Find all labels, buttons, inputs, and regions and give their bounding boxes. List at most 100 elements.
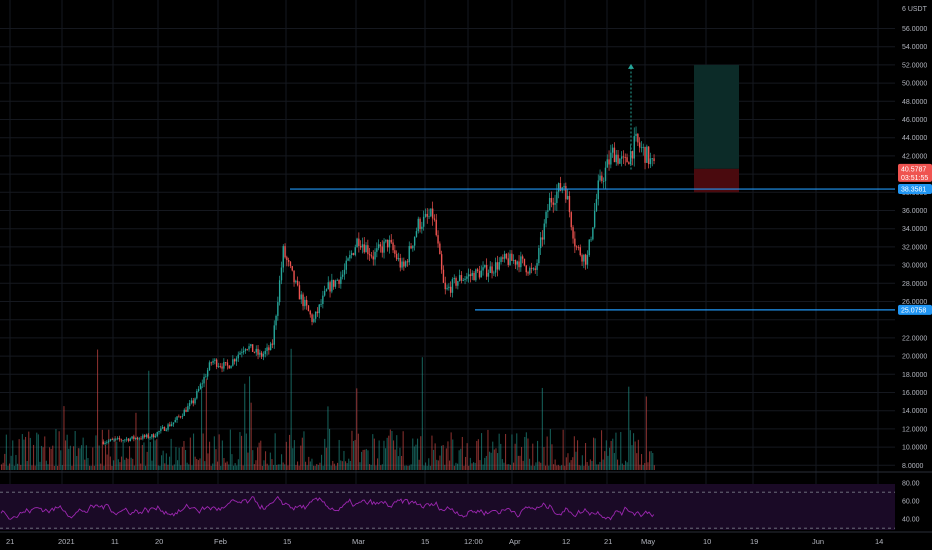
candle-body[interactable] bbox=[390, 239, 392, 243]
candle-body[interactable] bbox=[644, 146, 646, 163]
candle-body[interactable] bbox=[496, 262, 499, 270]
candle-body[interactable] bbox=[476, 269, 479, 272]
candle-body[interactable] bbox=[548, 197, 551, 211]
candle-body[interactable] bbox=[413, 236, 416, 246]
candle-body[interactable] bbox=[278, 280, 281, 303]
candle-body[interactable] bbox=[651, 158, 653, 160]
candle-body[interactable] bbox=[581, 255, 583, 262]
candle-body[interactable] bbox=[613, 147, 616, 163]
candle-body[interactable] bbox=[197, 388, 200, 391]
candle-body[interactable] bbox=[574, 238, 576, 247]
candle-body[interactable] bbox=[147, 434, 149, 438]
candle-body[interactable] bbox=[640, 147, 643, 149]
candle-body[interactable] bbox=[622, 156, 625, 158]
candle-body[interactable] bbox=[111, 439, 113, 441]
candle-body[interactable] bbox=[359, 245, 362, 248]
candle-body[interactable] bbox=[520, 256, 522, 268]
time-axis[interactable]: 21 2021 11 20 Feb 15 Mar 15 12:00 Apr 12 21 May 10 19 J… bbox=[6, 537, 883, 546]
candle-body[interactable] bbox=[374, 251, 376, 260]
candle-body[interactable] bbox=[550, 197, 553, 203]
candle-body[interactable] bbox=[593, 210, 596, 228]
candle-body[interactable] bbox=[185, 409, 187, 412]
candle-body[interactable] bbox=[566, 195, 569, 200]
candle-body[interactable] bbox=[210, 362, 212, 364]
candle-body[interactable] bbox=[154, 436, 157, 438]
candle-body[interactable] bbox=[480, 270, 482, 278]
candle-body[interactable] bbox=[606, 159, 608, 168]
candle-body[interactable] bbox=[646, 146, 648, 163]
candle-body[interactable] bbox=[403, 261, 405, 267]
candle-body[interactable] bbox=[347, 258, 349, 261]
candle-body[interactable] bbox=[161, 427, 164, 429]
stop-zone[interactable] bbox=[694, 168, 739, 193]
candle-body[interactable] bbox=[494, 262, 497, 273]
candle-body[interactable] bbox=[136, 437, 139, 439]
candle-body[interactable] bbox=[350, 253, 353, 256]
candle-body[interactable] bbox=[336, 279, 338, 281]
candle-body[interactable] bbox=[268, 347, 270, 351]
candle-body[interactable] bbox=[498, 262, 500, 270]
candle-body[interactable] bbox=[277, 302, 279, 316]
candle-body[interactable] bbox=[120, 439, 122, 441]
candle-body[interactable] bbox=[408, 246, 410, 263]
candle-body[interactable] bbox=[545, 211, 547, 224]
candle-body[interactable] bbox=[226, 362, 229, 366]
candle-body[interactable] bbox=[426, 213, 428, 217]
candle-body[interactable] bbox=[532, 268, 535, 270]
candle-body[interactable] bbox=[115, 438, 117, 440]
candle-body[interactable] bbox=[251, 344, 254, 352]
candle-body[interactable] bbox=[471, 272, 473, 276]
candle-body[interactable] bbox=[271, 343, 274, 345]
candle-body[interactable] bbox=[457, 281, 459, 286]
candle-body[interactable] bbox=[212, 360, 214, 363]
candle-body[interactable] bbox=[602, 181, 605, 182]
candle-body[interactable] bbox=[239, 352, 241, 355]
candle-body[interactable] bbox=[327, 282, 329, 290]
candle-body[interactable] bbox=[174, 420, 176, 423]
candle-body[interactable] bbox=[512, 259, 515, 261]
candle-body[interactable] bbox=[595, 199, 598, 211]
candle-body[interactable] bbox=[421, 226, 423, 230]
candle-body[interactable] bbox=[570, 212, 572, 228]
candle-body[interactable] bbox=[190, 400, 193, 403]
candle-body[interactable] bbox=[377, 244, 380, 249]
candlesticks[interactable] bbox=[102, 126, 655, 446]
candle-body[interactable] bbox=[395, 253, 398, 260]
candle-body[interactable] bbox=[487, 272, 490, 277]
candle-body[interactable] bbox=[394, 250, 396, 254]
candle-body[interactable] bbox=[262, 353, 265, 357]
candle-body[interactable] bbox=[356, 238, 358, 248]
candle-body[interactable] bbox=[104, 442, 106, 445]
candle-body[interactable] bbox=[529, 267, 531, 274]
candle-body[interactable] bbox=[376, 248, 378, 252]
position-tool[interactable] bbox=[694, 64, 739, 193]
candle-body[interactable] bbox=[107, 440, 110, 443]
candle-body[interactable] bbox=[266, 347, 268, 351]
candle-body[interactable] bbox=[431, 208, 434, 219]
candle-body[interactable] bbox=[156, 432, 158, 437]
candle-body[interactable] bbox=[521, 256, 524, 259]
candle-body[interactable] bbox=[424, 213, 427, 217]
candle-body[interactable] bbox=[516, 261, 518, 265]
candle-body[interactable] bbox=[152, 434, 155, 438]
candle-body[interactable] bbox=[230, 365, 232, 369]
candle-body[interactable] bbox=[309, 311, 311, 315]
candle-body[interactable] bbox=[428, 216, 430, 218]
candle-body[interactable] bbox=[304, 299, 306, 307]
candle-body[interactable] bbox=[178, 416, 180, 418]
candle-body[interactable] bbox=[228, 365, 230, 369]
candle-body[interactable] bbox=[629, 151, 632, 165]
candle-body[interactable] bbox=[491, 266, 493, 274]
candle-body[interactable] bbox=[412, 245, 414, 249]
candle-body[interactable] bbox=[464, 278, 466, 280]
candle-body[interactable] bbox=[575, 246, 578, 248]
candle-body[interactable] bbox=[322, 295, 324, 305]
candle-body[interactable] bbox=[163, 427, 166, 431]
candle-body[interactable] bbox=[133, 436, 135, 439]
candle-body[interactable] bbox=[444, 282, 446, 290]
candle-body[interactable] bbox=[448, 286, 450, 288]
candle-body[interactable] bbox=[167, 424, 169, 430]
candle-body[interactable] bbox=[313, 318, 315, 322]
